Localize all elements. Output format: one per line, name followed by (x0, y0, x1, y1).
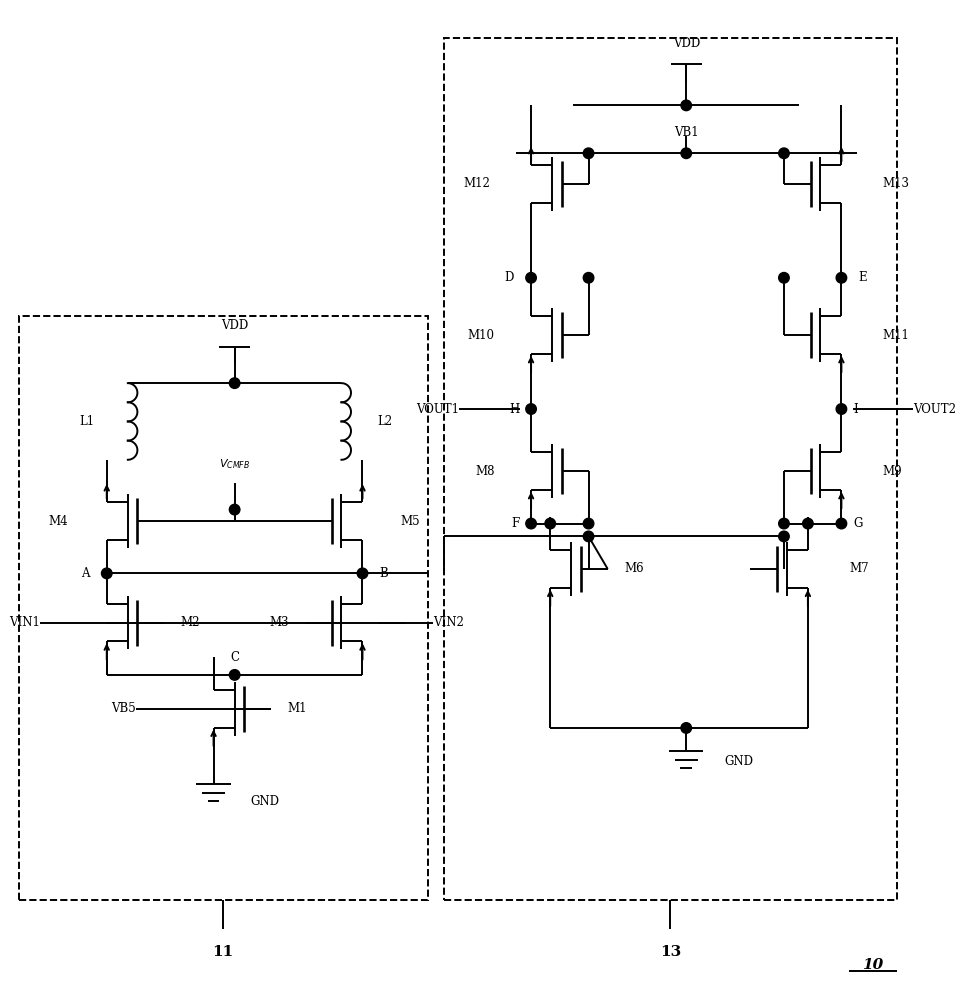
Text: VIN2: VIN2 (433, 616, 465, 629)
Circle shape (583, 148, 594, 159)
Circle shape (836, 404, 847, 414)
Circle shape (583, 518, 594, 529)
Text: 11: 11 (212, 945, 234, 959)
Text: M3: M3 (270, 616, 289, 629)
Text: $V_{CMFB}$: $V_{CMFB}$ (219, 457, 250, 471)
Circle shape (101, 568, 112, 579)
Text: I: I (853, 403, 858, 416)
Text: M4: M4 (49, 515, 69, 528)
Text: C: C (230, 651, 239, 664)
Circle shape (526, 518, 536, 529)
Circle shape (229, 504, 240, 515)
Text: M8: M8 (475, 465, 494, 478)
Circle shape (545, 518, 555, 529)
Circle shape (836, 518, 847, 529)
Text: M12: M12 (463, 177, 489, 190)
Circle shape (779, 273, 790, 283)
Text: GND: GND (250, 795, 279, 808)
Bar (18, 316, 427, 900)
Circle shape (779, 518, 790, 529)
Text: L2: L2 (378, 415, 393, 428)
Text: 10: 10 (862, 958, 883, 972)
Circle shape (358, 568, 368, 579)
Text: M11: M11 (882, 329, 909, 342)
Circle shape (229, 670, 240, 680)
Circle shape (681, 723, 691, 733)
Text: M13: M13 (882, 177, 909, 190)
Circle shape (526, 273, 536, 283)
Text: VDD: VDD (221, 319, 249, 332)
Text: M9: M9 (882, 465, 902, 478)
Text: VB5: VB5 (111, 702, 136, 715)
Text: VOUT1: VOUT1 (416, 403, 459, 416)
Circle shape (681, 100, 691, 111)
Text: M7: M7 (849, 562, 869, 575)
Circle shape (681, 148, 691, 159)
Text: 13: 13 (660, 945, 681, 959)
Text: H: H (510, 403, 519, 416)
Circle shape (779, 531, 790, 542)
Text: L1: L1 (79, 415, 95, 428)
Circle shape (526, 404, 536, 414)
Text: B: B (380, 567, 388, 580)
Text: GND: GND (725, 755, 753, 768)
Text: VOUT2: VOUT2 (913, 403, 956, 416)
Text: VB1: VB1 (674, 126, 699, 139)
Text: M5: M5 (401, 515, 421, 528)
Text: E: E (858, 271, 867, 284)
Text: M2: M2 (181, 616, 200, 629)
Circle shape (836, 273, 847, 283)
Circle shape (803, 518, 814, 529)
Text: M6: M6 (624, 562, 643, 575)
Text: VDD: VDD (673, 37, 700, 50)
Text: D: D (505, 271, 513, 284)
Text: F: F (511, 517, 519, 530)
Text: A: A (81, 567, 90, 580)
Bar (444, 38, 897, 900)
Text: M1: M1 (288, 702, 307, 715)
Circle shape (229, 378, 240, 388)
Circle shape (583, 531, 594, 542)
Text: M10: M10 (467, 329, 494, 342)
Circle shape (779, 148, 790, 159)
Circle shape (583, 273, 594, 283)
Text: G: G (853, 517, 862, 530)
Text: VIN1: VIN1 (9, 616, 40, 629)
